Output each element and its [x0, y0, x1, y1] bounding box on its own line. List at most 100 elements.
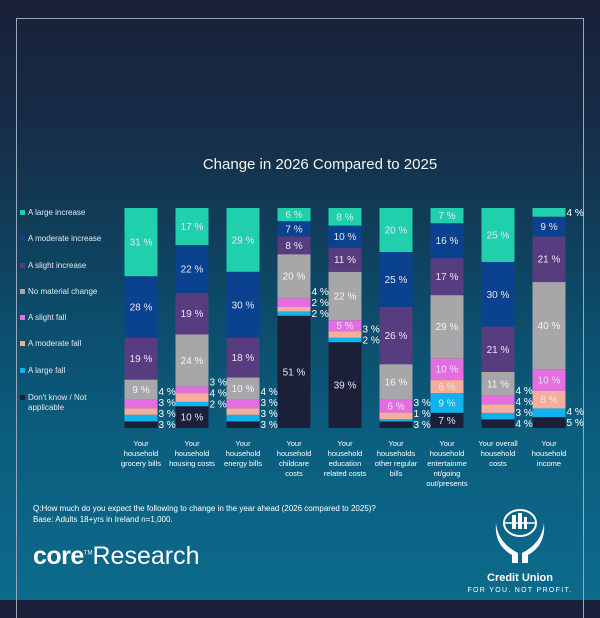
bar-segment	[430, 295, 464, 359]
data-label: 17 %	[181, 222, 204, 233]
data-label: 4 %	[567, 407, 584, 418]
bar-segment	[277, 315, 311, 428]
data-label: 10 %	[436, 365, 459, 376]
data-label: 8 %	[336, 212, 353, 223]
data-label: 4 %	[516, 397, 533, 408]
bar-segment	[430, 223, 464, 259]
data-label: 10 %	[538, 376, 561, 387]
bar-segment	[532, 417, 566, 428]
data-label: 9 %	[438, 398, 455, 409]
data-label: 31 %	[130, 238, 153, 249]
category-label: out/presents	[426, 479, 468, 488]
category-label: Your overall	[478, 439, 518, 448]
bar-segment	[277, 221, 311, 237]
category-label: energy bills	[224, 459, 262, 468]
data-label: 4 %	[210, 389, 227, 400]
bar-segment	[124, 208, 158, 277]
category-label: bills	[390, 469, 403, 478]
legend-label: A slight fall	[28, 313, 67, 322]
legend-swatch	[20, 395, 25, 400]
bar-segment	[481, 208, 515, 262]
data-label: 26 %	[385, 331, 408, 342]
bar-segment	[226, 208, 260, 272]
bar-segment	[430, 358, 464, 381]
bar-segment	[226, 399, 260, 409]
data-label: 17 %	[436, 272, 459, 283]
bar-segment	[175, 245, 209, 293]
category-label: entertainme	[427, 459, 467, 468]
data-label: 30 %	[232, 300, 255, 311]
bar-segment	[430, 412, 464, 428]
data-label: 4 %	[159, 387, 176, 398]
legend-item: A slight increase	[20, 261, 120, 271]
data-label: 10 %	[181, 413, 204, 424]
bar-segment	[124, 408, 158, 415]
bar-segment	[379, 208, 413, 252]
data-label: 2 %	[312, 298, 329, 309]
bar-segment	[430, 380, 464, 394]
data-label: 25 %	[385, 275, 408, 286]
legend-item: A large increase	[20, 208, 120, 218]
bar-segment	[532, 236, 566, 283]
legend-swatch	[20, 236, 25, 241]
bar-segment	[277, 236, 311, 255]
bar-segment	[532, 216, 566, 237]
data-label: 16 %	[385, 377, 408, 388]
legend-label: A moderate increase	[28, 234, 102, 243]
data-label: 25 %	[487, 230, 510, 241]
bar-segment	[481, 261, 515, 327]
data-label: 28 %	[130, 303, 153, 314]
legend-swatch	[20, 341, 25, 346]
bar-segment	[226, 377, 260, 400]
data-label: 51 %	[283, 367, 306, 378]
data-label: 29 %	[436, 322, 459, 333]
data-label: 3 %	[159, 420, 176, 431]
credit-union-tagline: FOR YOU. NOT PROFIT.	[467, 587, 573, 594]
category-label: Your	[184, 439, 200, 448]
bar-segment	[277, 298, 311, 307]
category-label: costs	[285, 469, 303, 478]
bar-segment	[379, 421, 413, 428]
data-label: 11 %	[487, 379, 509, 390]
category-label: Your	[133, 439, 149, 448]
data-label: 7 %	[285, 224, 302, 235]
bar-segment	[532, 369, 566, 391]
bar-segment	[328, 337, 362, 343]
data-label: 10 %	[334, 232, 357, 243]
chart-title: Change in 2026 Compared to 2025	[202, 156, 438, 173]
legend-swatch	[20, 289, 25, 294]
data-label: 9 %	[132, 385, 149, 396]
bar-segment	[124, 421, 158, 428]
bar-segment	[430, 208, 464, 224]
bar-segment	[532, 282, 566, 370]
category-label: housing costs	[169, 459, 215, 468]
data-label: 16 %	[436, 236, 459, 247]
category-label: Your	[541, 439, 557, 448]
data-label: 6 %	[438, 382, 455, 393]
data-label: 20 %	[283, 272, 306, 283]
bar-segment	[175, 386, 209, 394]
bar-segment	[226, 408, 260, 415]
bar-segment	[379, 307, 413, 365]
data-label: 3 %	[414, 398, 431, 409]
legend-item: A moderate fall	[20, 339, 120, 349]
data-label: 39 %	[334, 381, 357, 392]
bar-segment	[124, 379, 158, 400]
category-label: household	[277, 449, 312, 458]
bar-segment	[481, 326, 515, 372]
legend-swatch	[20, 210, 25, 215]
bar-segment	[328, 271, 362, 321]
data-label: 4 %	[516, 419, 533, 430]
legend-label: Don't know / Not applicable	[28, 393, 87, 412]
category-label: household	[328, 449, 363, 458]
data-label: 9 %	[540, 222, 557, 233]
category-label: nt/going	[434, 469, 461, 478]
bar-segment	[277, 254, 311, 299]
category-label: Your	[286, 439, 302, 448]
bar-segment	[277, 311, 311, 316]
data-label: 21 %	[538, 255, 561, 266]
data-label: 3 %	[414, 420, 431, 431]
bar-segment	[124, 276, 158, 338]
data-label: 1 %	[414, 409, 431, 420]
bar-segment	[226, 414, 260, 422]
